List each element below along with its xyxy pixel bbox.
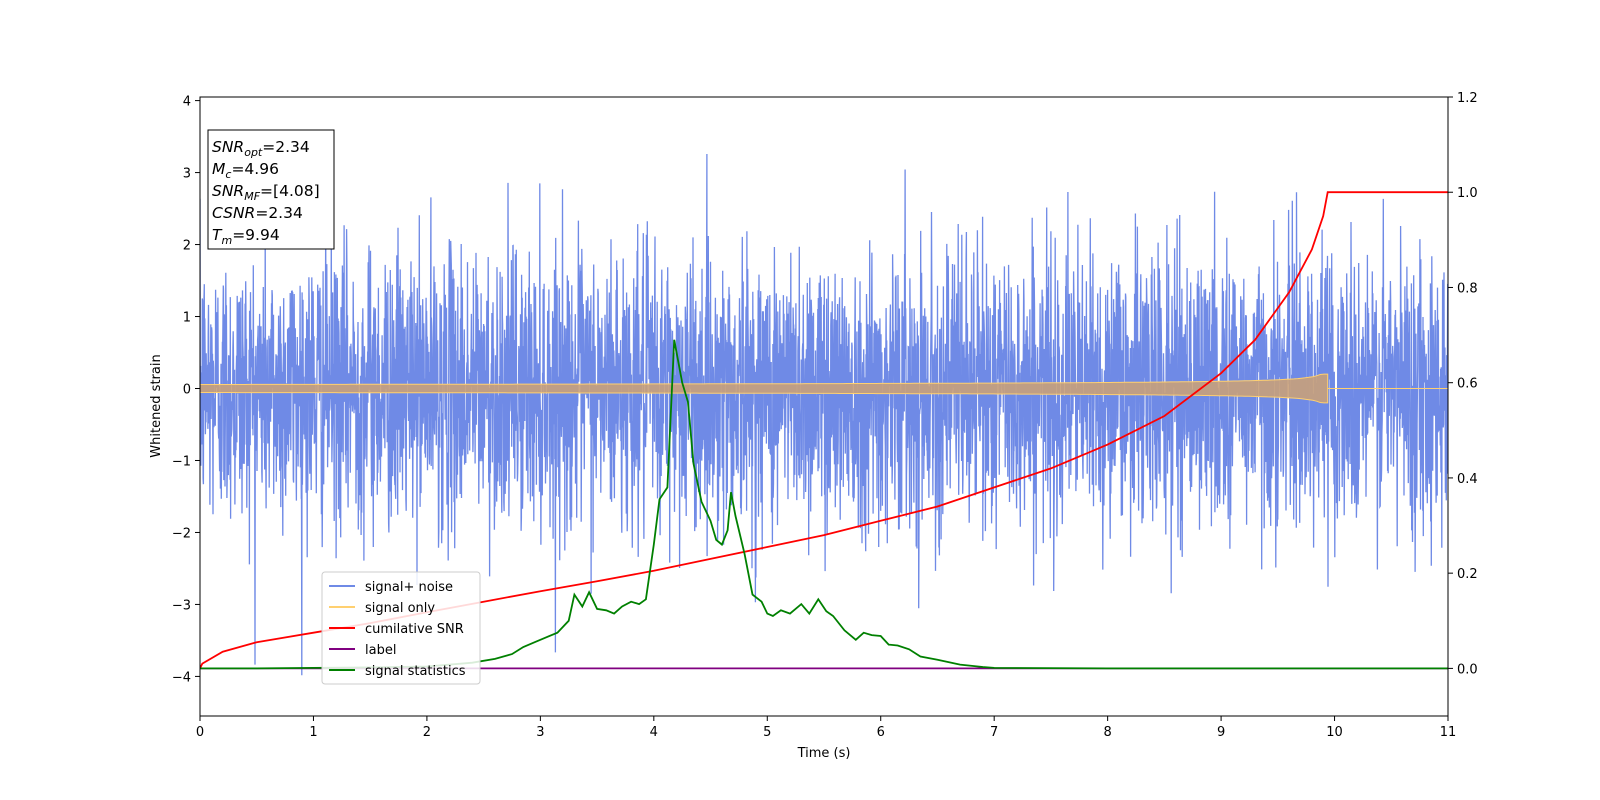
x-tick-label: 3: [536, 725, 544, 740]
legend-label: signal only: [365, 601, 435, 616]
series-signal-statistics: [200, 339, 1448, 670]
y-tick-label: 4: [183, 95, 191, 110]
y-tick-label: 2: [183, 239, 191, 254]
x-tick-label: 10: [1326, 725, 1343, 740]
x-tick-label: 6: [877, 725, 885, 740]
x-tick-label: 9: [1217, 725, 1225, 740]
x-tick-label: 4: [650, 725, 658, 740]
x-tick-label: 5: [763, 725, 771, 740]
legend-label: cumilative SNR: [365, 622, 464, 637]
y2-tick-label: 0.0: [1457, 662, 1478, 677]
y-tick-label: 1: [183, 311, 191, 326]
stat-line: Mc=4.96: [212, 160, 279, 181]
y-tick-label: 0: [183, 383, 191, 398]
y-tick-label: −1: [172, 454, 191, 469]
legend: signal+ noise signal only cumilative SNR la…: [321, 571, 481, 685]
stat-line: SNRMF=[4.08]: [212, 182, 320, 203]
y-tick-label: −4: [172, 670, 191, 685]
y-tick-label: −2: [172, 526, 191, 541]
legend-label: signal+ noise: [365, 580, 453, 595]
x-tick-label: 11: [1440, 725, 1457, 740]
y-tick-label: −3: [172, 598, 191, 613]
x-tick-label: 8: [1103, 725, 1111, 740]
y2-tick-label: 1.2: [1457, 91, 1478, 106]
y2-tick-label: 0.6: [1457, 377, 1478, 392]
y2-tick-label: 0.8: [1457, 281, 1478, 296]
legend-label: signal statistics: [365, 664, 466, 679]
x-tick-label: 7: [990, 725, 998, 740]
stat-line: CSNR=2.34: [212, 204, 303, 222]
y2-tick-label: 1.0: [1457, 186, 1478, 201]
x-tick-label: 2: [423, 725, 431, 740]
y2-tick-label: 0.4: [1457, 472, 1478, 487]
x-tick-label: 0: [196, 725, 204, 740]
y-tick-label: 3: [183, 167, 191, 182]
axes-layer: 0 1 2 3 4 5 6 7 8 9 10 1143210−1−2−3−41.21.00.80.60…: [172, 91, 1478, 740]
stat-line: Tm=9.94: [212, 226, 280, 247]
stat-line: SNRopt=2.34: [212, 138, 310, 159]
y2-tick-label: 0.2: [1457, 567, 1478, 582]
series-signal-only: [200, 373, 1329, 404]
x-tick-label: 1: [309, 725, 317, 740]
x-axis-label: Time (s): [797, 746, 851, 761]
plot-frame: [199, 96, 1449, 717]
y-axis-label: Whitened strain: [149, 354, 164, 457]
legend-label: label: [365, 643, 396, 658]
